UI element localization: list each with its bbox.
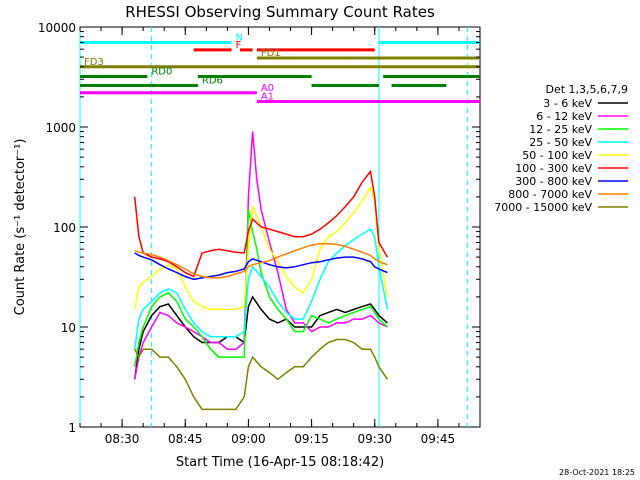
flag-label-rd0: RD0 bbox=[151, 66, 172, 77]
series-line-6 bbox=[134, 252, 388, 281]
y-axis-label: Count Rate (s⁻¹ detector⁻¹) bbox=[13, 139, 28, 316]
x-tick-label-1: 08:45 bbox=[168, 432, 203, 446]
chart-title: RHESSI Observing Summary Count Rates bbox=[125, 3, 435, 21]
flag-label-n: N bbox=[236, 32, 243, 43]
x-tick-label-2: 09:00 bbox=[231, 432, 266, 446]
flag-label-a1: A1 bbox=[261, 91, 274, 102]
legend-label-8: 7000 - 15000 keV bbox=[494, 201, 592, 214]
legend-label-1: 6 - 12 keV bbox=[536, 110, 592, 123]
flag-label-fd3: FD3 bbox=[84, 57, 104, 68]
legend-title: Det 1,3,5,6,7,9 bbox=[545, 83, 628, 96]
footer-timestamp: 28-Oct-2021 18:25 bbox=[559, 468, 635, 477]
series-line-4 bbox=[133, 185, 389, 311]
x-tick-label-0: 08:30 bbox=[105, 432, 140, 446]
series-line-3 bbox=[133, 228, 389, 350]
series-line-5 bbox=[133, 169, 389, 278]
y-tick-label-4: 10000 bbox=[38, 21, 76, 35]
series-line-0 bbox=[133, 295, 388, 380]
x-tick-label-5: 09:45 bbox=[421, 432, 456, 446]
legend-label-5: 100 - 300 keV bbox=[515, 162, 592, 175]
x-tick-label-3: 09:15 bbox=[294, 432, 329, 446]
flag-label-a0: A0 bbox=[261, 83, 274, 94]
y-tick-label-1: 10 bbox=[61, 321, 76, 335]
x-axis-label: Start Time (16-Apr-15 08:18:42) bbox=[176, 455, 384, 470]
flag-label-f: F bbox=[236, 40, 242, 51]
y-tick-label-3: 1000 bbox=[45, 121, 76, 135]
legend-label-6: 300 - 800 keV bbox=[515, 175, 592, 188]
series-line-1 bbox=[133, 131, 388, 380]
legend-label-3: 25 - 50 keV bbox=[529, 136, 592, 149]
y-tick-label-0: 1 bbox=[68, 421, 76, 435]
axis-ticks: 08:30 08:45 09:00 09:15 09:30 09:45 1 10 100 1000… bbox=[38, 21, 481, 446]
series-line-8 bbox=[134, 338, 389, 411]
y-tick-label-2: 100 bbox=[53, 221, 76, 235]
series-line-7 bbox=[134, 242, 388, 279]
flag-label-fd1: FD1 bbox=[261, 48, 281, 59]
x-tick-label-4: 09:30 bbox=[357, 432, 392, 446]
legend-label-4: 50 - 100 keV bbox=[522, 149, 592, 162]
series-lines bbox=[133, 131, 389, 411]
legend-label-7: 800 - 7000 keV bbox=[508, 188, 592, 201]
legend-label-2: 12 - 25 keV bbox=[529, 123, 592, 136]
series-line-2 bbox=[133, 209, 388, 367]
legend-label-0: 3 - 6 keV bbox=[543, 97, 592, 110]
flag-label-rd6: RD6 bbox=[202, 76, 223, 87]
